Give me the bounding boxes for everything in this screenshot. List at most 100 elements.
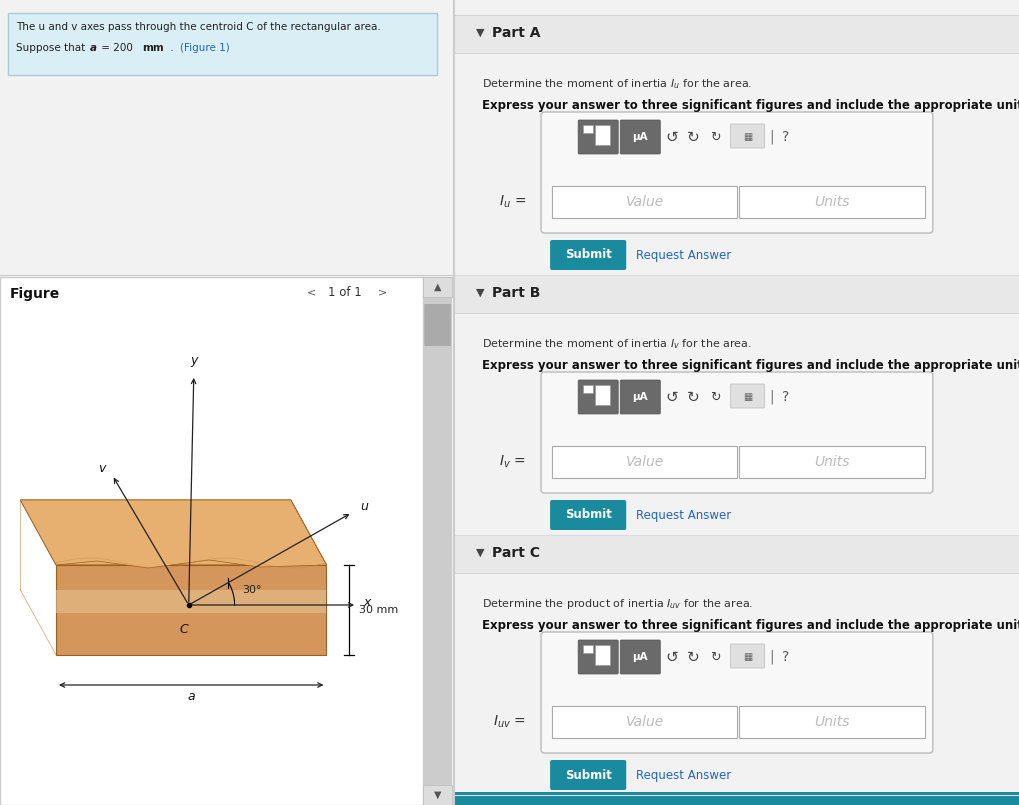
Polygon shape <box>20 500 326 565</box>
FancyBboxPatch shape <box>424 304 450 346</box>
Text: ▦: ▦ <box>742 392 751 402</box>
FancyBboxPatch shape <box>730 124 764 148</box>
FancyBboxPatch shape <box>0 277 423 805</box>
Text: ▼: ▼ <box>476 288 484 298</box>
Text: Express your answer to three significant figures and include the appropriate uni: Express your answer to three significant… <box>482 359 1019 372</box>
FancyBboxPatch shape <box>8 13 436 75</box>
Text: .: . <box>167 43 177 53</box>
FancyBboxPatch shape <box>453 275 1019 313</box>
Text: = 200: = 200 <box>98 43 136 53</box>
Text: μA: μA <box>632 652 647 662</box>
FancyBboxPatch shape <box>583 385 593 393</box>
Text: 30 mm: 30 mm <box>359 605 397 615</box>
Text: Determine the moment of inertia $I_u$ for the area.: Determine the moment of inertia $I_u$ fo… <box>482 77 752 91</box>
Text: y: y <box>190 354 198 367</box>
FancyBboxPatch shape <box>739 446 924 478</box>
Text: <: < <box>306 287 316 297</box>
Text: Value: Value <box>625 715 663 729</box>
FancyBboxPatch shape <box>583 645 593 653</box>
FancyBboxPatch shape <box>453 792 1019 805</box>
Text: (Figure 1): (Figure 1) <box>179 43 229 53</box>
FancyBboxPatch shape <box>423 277 451 805</box>
Text: The u and v axes pass through the centroid C of the rectangular area.: The u and v axes pass through the centro… <box>16 22 381 32</box>
FancyBboxPatch shape <box>595 125 609 145</box>
Text: x: x <box>363 597 370 609</box>
Text: Express your answer to three significant figures and include the appropriate uni: Express your answer to three significant… <box>482 99 1019 112</box>
Text: Value: Value <box>625 455 663 469</box>
Text: Determine the product of inertia $I_{uv}$ for the area.: Determine the product of inertia $I_{uv}… <box>482 597 752 611</box>
FancyBboxPatch shape <box>549 760 626 790</box>
Text: Request Answer: Request Answer <box>636 769 731 782</box>
Text: ▼: ▼ <box>476 28 484 38</box>
FancyBboxPatch shape <box>540 632 932 753</box>
FancyBboxPatch shape <box>595 645 609 665</box>
Text: ↺: ↺ <box>664 130 677 145</box>
Text: Determine the moment of inertia $I_v$ for the area.: Determine the moment of inertia $I_v$ fo… <box>482 337 751 351</box>
FancyBboxPatch shape <box>540 372 932 493</box>
FancyBboxPatch shape <box>595 385 609 405</box>
Text: Part A: Part A <box>491 26 540 40</box>
FancyBboxPatch shape <box>540 112 932 233</box>
Text: C: C <box>179 623 187 636</box>
FancyBboxPatch shape <box>730 644 764 668</box>
FancyBboxPatch shape <box>578 640 618 674</box>
FancyBboxPatch shape <box>739 186 924 218</box>
FancyBboxPatch shape <box>549 500 626 530</box>
FancyBboxPatch shape <box>453 15 1019 53</box>
Text: ?: ? <box>782 130 789 144</box>
Text: a: a <box>187 690 195 703</box>
FancyBboxPatch shape <box>423 277 451 297</box>
Text: Express your answer to three significant figures and include the appropriate uni: Express your answer to three significant… <box>482 619 1019 632</box>
FancyBboxPatch shape <box>578 380 618 414</box>
Text: Figure: Figure <box>10 287 60 301</box>
Polygon shape <box>20 500 326 568</box>
Polygon shape <box>56 565 326 655</box>
Text: Units: Units <box>813 715 849 729</box>
Text: |: | <box>768 390 773 404</box>
Text: Value: Value <box>625 195 663 209</box>
Text: ↻: ↻ <box>687 390 699 404</box>
Text: ↻: ↻ <box>709 650 720 663</box>
FancyBboxPatch shape <box>620 380 659 414</box>
Polygon shape <box>290 500 326 655</box>
FancyBboxPatch shape <box>551 186 737 218</box>
Text: 30°: 30° <box>242 585 261 595</box>
FancyBboxPatch shape <box>620 120 659 154</box>
Text: ?: ? <box>782 390 789 404</box>
Text: Request Answer: Request Answer <box>636 249 731 262</box>
Polygon shape <box>56 590 326 613</box>
Text: v: v <box>98 462 105 475</box>
Text: Submit: Submit <box>565 249 611 262</box>
Text: |: | <box>768 130 773 144</box>
Text: Part C: Part C <box>491 546 539 560</box>
Text: $I_{uv}$ =: $I_{uv}$ = <box>492 714 526 730</box>
Text: u: u <box>360 499 368 513</box>
Text: Request Answer: Request Answer <box>636 509 731 522</box>
Text: a: a <box>90 43 97 53</box>
Text: ↻: ↻ <box>687 650 699 664</box>
Text: μA: μA <box>632 392 647 402</box>
Text: |: | <box>768 650 773 664</box>
Text: $I_u$ =: $I_u$ = <box>498 194 526 210</box>
FancyBboxPatch shape <box>453 535 1019 573</box>
FancyBboxPatch shape <box>551 446 737 478</box>
FancyBboxPatch shape <box>578 120 618 154</box>
FancyBboxPatch shape <box>620 640 659 674</box>
Text: Part B: Part B <box>491 286 540 300</box>
Text: Suppose that: Suppose that <box>16 43 89 53</box>
FancyBboxPatch shape <box>549 240 626 270</box>
Text: ↺: ↺ <box>664 650 677 664</box>
Circle shape <box>298 280 324 306</box>
Text: ▦: ▦ <box>742 132 751 142</box>
FancyBboxPatch shape <box>730 384 764 408</box>
Text: Submit: Submit <box>565 769 611 782</box>
Text: ↺: ↺ <box>664 390 677 404</box>
Circle shape <box>369 280 395 306</box>
FancyBboxPatch shape <box>551 706 737 738</box>
Text: $I_v$ =: $I_v$ = <box>498 454 526 470</box>
FancyBboxPatch shape <box>739 706 924 738</box>
Text: ▼: ▼ <box>476 548 484 558</box>
Text: ▼: ▼ <box>433 790 441 800</box>
FancyBboxPatch shape <box>583 125 593 133</box>
Text: ?: ? <box>782 650 789 664</box>
